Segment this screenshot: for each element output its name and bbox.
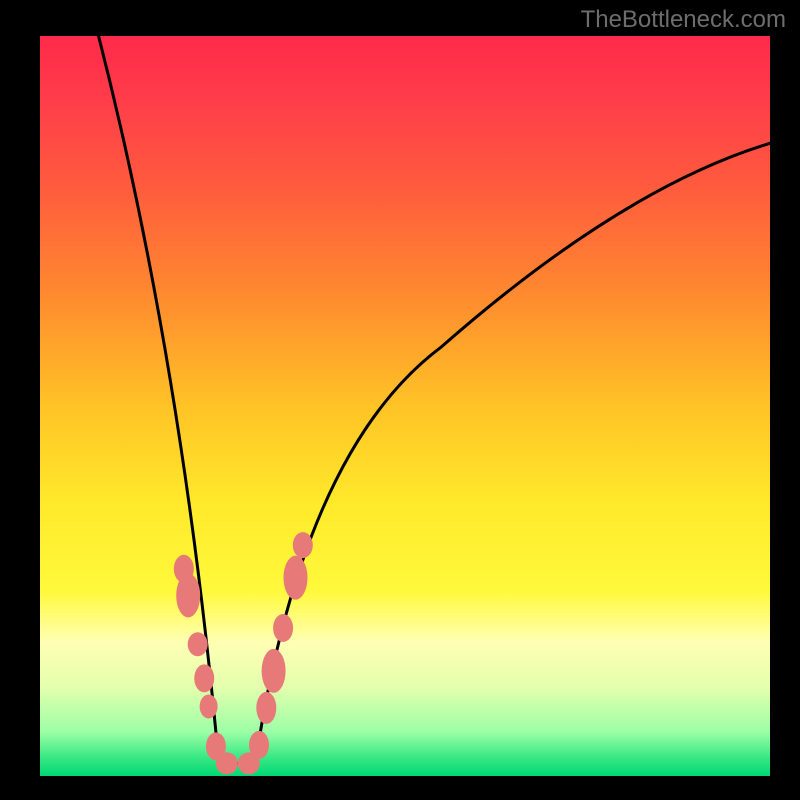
- plot-area: [40, 36, 770, 776]
- marker-point: [273, 614, 293, 642]
- marker-point: [293, 532, 313, 558]
- marker-point: [200, 694, 218, 718]
- marker-point: [216, 752, 238, 774]
- marker-point: [262, 649, 286, 693]
- marker-point: [188, 632, 208, 656]
- watermark-text: TheBottleneck.com: [581, 6, 786, 34]
- marker-point: [249, 731, 269, 759]
- marker-point: [194, 664, 214, 692]
- gradient-background: [40, 36, 770, 776]
- marker-point: [284, 556, 308, 600]
- marker-point: [176, 573, 200, 617]
- canvas: TheBottleneck.com: [0, 0, 800, 800]
- marker-point: [256, 692, 276, 724]
- chart-svg: [40, 36, 770, 776]
